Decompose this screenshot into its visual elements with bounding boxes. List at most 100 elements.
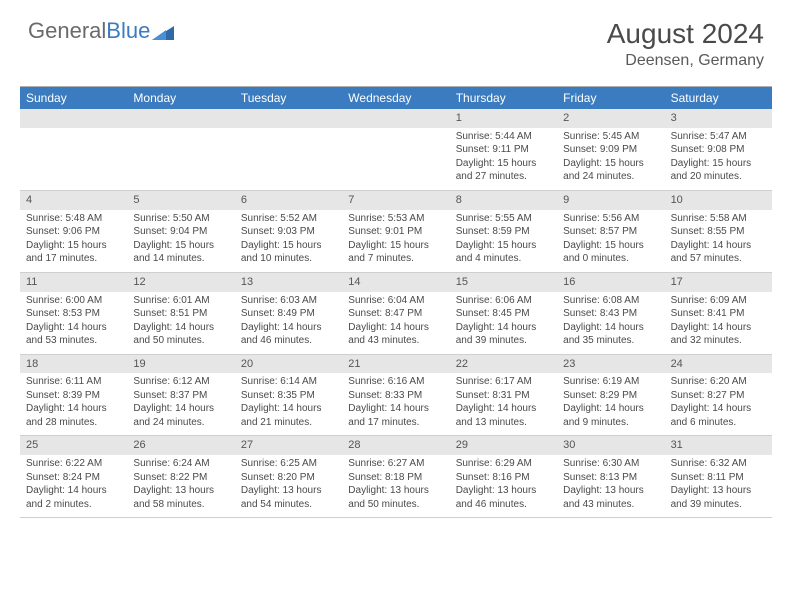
calendar-cell: 30Sunrise: 6:30 AMSunset: 8:13 PMDayligh… [557, 436, 664, 517]
daylight-line: Daylight: 14 hours and 2 minutes. [26, 484, 121, 511]
daylight-line: Daylight: 14 hours and 35 minutes. [563, 321, 658, 348]
daylight-line: Daylight: 14 hours and 9 minutes. [563, 402, 658, 429]
sunrise-line: Sunrise: 6:03 AM [241, 294, 336, 308]
day-number: 9 [557, 191, 664, 210]
sunrise-line: Sunrise: 6:30 AM [563, 457, 658, 471]
day-number: 13 [235, 273, 342, 292]
sunrise-line: Sunrise: 6:11 AM [26, 375, 121, 389]
day-number [235, 109, 342, 128]
calendar-cell: 4 Sunrise: 5:48 AMSunset: 9:06 PMDaylight… [20, 191, 127, 272]
day-number: 22 [450, 355, 557, 374]
calendar-cell: 19Sunrise: 6:12 AMSunset: 8:37 PMDayligh… [127, 355, 234, 436]
calendar-cell: 3Sunrise: 5:47 AMSunset: 9:08 PMDaylight… [665, 109, 772, 190]
day-name: Saturday [665, 87, 772, 109]
daylight-line: Daylight: 15 hours and 27 minutes. [456, 157, 551, 184]
day-number: 21 [342, 355, 449, 374]
sunrise-line: Sunrise: 6:17 AM [456, 375, 551, 389]
day-number: 23 [557, 355, 664, 374]
sunset-line: Sunset: 8:33 PM [348, 389, 443, 403]
day-number: 6 [235, 191, 342, 210]
sunrise-line: Sunrise: 5:47 AM [671, 130, 766, 144]
calendar-week: 11Sunrise: 6:00 AMSunset: 8:53 PMDayligh… [20, 273, 772, 355]
calendar-cell: 2Sunrise: 5:45 AMSunset: 9:09 PMDaylight… [557, 109, 664, 190]
sunset-line: Sunset: 8:11 PM [671, 471, 766, 485]
calendar-week: 4Sunrise: 5:48 AMSunset: 9:06 PMDaylight… [20, 191, 772, 273]
day-number: 26 [127, 436, 234, 455]
sunset-line: Sunset: 9:04 PM [133, 225, 228, 239]
calendar-cell [127, 109, 234, 190]
sunset-line: Sunset: 8:43 PM [563, 307, 658, 321]
logo-word1: General [28, 18, 106, 44]
calendar-cell: 27Sunrise: 6:25 AMSunset: 8:20 PMDayligh… [235, 436, 342, 517]
calendar-cell: 1Sunrise: 5:44 AMSunset: 9:11 PMDaylight… [450, 109, 557, 190]
daylight-line: Daylight: 14 hours and 13 minutes. [456, 402, 551, 429]
sunset-line: Sunset: 8:24 PM [26, 471, 121, 485]
calendar-cell [342, 109, 449, 190]
daylight-line: Daylight: 14 hours and 28 minutes. [26, 402, 121, 429]
header: GeneralBlue August 2024 Deensen, Germany [0, 0, 792, 78]
sunrise-line: Sunrise: 6:24 AM [133, 457, 228, 471]
sunrise-line: Sunrise: 6:00 AM [26, 294, 121, 308]
sunset-line: Sunset: 8:45 PM [456, 307, 551, 321]
sunset-line: Sunset: 8:47 PM [348, 307, 443, 321]
day-number [20, 109, 127, 128]
calendar-cell: 7Sunrise: 5:53 AMSunset: 9:01 PMDaylight… [342, 191, 449, 272]
title-block: August 2024 Deensen, Germany [607, 18, 764, 70]
daylight-line: Daylight: 14 hours and 32 minutes. [671, 321, 766, 348]
daylight-line: Daylight: 13 hours and 46 minutes. [456, 484, 551, 511]
day-number: 30 [557, 436, 664, 455]
day-number: 24 [665, 355, 772, 374]
calendar-week: 1Sunrise: 5:44 AMSunset: 9:11 PMDaylight… [20, 109, 772, 191]
calendar-cell: 5Sunrise: 5:50 AMSunset: 9:04 PMDaylight… [127, 191, 234, 272]
sunrise-line: Sunrise: 6:12 AM [133, 375, 228, 389]
sunrise-line: Sunrise: 5:48 AM [26, 212, 121, 226]
logo: GeneralBlue [28, 18, 174, 44]
sunrise-line: Sunrise: 6:32 AM [671, 457, 766, 471]
calendar-body: 1Sunrise: 5:44 AMSunset: 9:11 PMDaylight… [20, 109, 772, 518]
calendar-week: 25Sunrise: 6:22 AMSunset: 8:24 PMDayligh… [20, 436, 772, 518]
day-number: 31 [665, 436, 772, 455]
daylight-line: Daylight: 14 hours and 39 minutes. [456, 321, 551, 348]
day-number: 18 [20, 355, 127, 374]
sunrise-line: Sunrise: 6:19 AM [563, 375, 658, 389]
daylight-line: Daylight: 14 hours and 21 minutes. [241, 402, 336, 429]
calendar-cell: 14Sunrise: 6:04 AMSunset: 8:47 PMDayligh… [342, 273, 449, 354]
day-names-row: SundayMondayTuesdayWednesdayThursdayFrid… [20, 87, 772, 109]
sunrise-line: Sunrise: 6:20 AM [671, 375, 766, 389]
day-number: 8 [450, 191, 557, 210]
daylight-line: Daylight: 15 hours and 4 minutes. [456, 239, 551, 266]
day-number: 15 [450, 273, 557, 292]
sunrise-line: Sunrise: 5:45 AM [563, 130, 658, 144]
sunset-line: Sunset: 8:55 PM [671, 225, 766, 239]
sunrise-line: Sunrise: 6:06 AM [456, 294, 551, 308]
day-number: 27 [235, 436, 342, 455]
sunrise-line: Sunrise: 6:09 AM [671, 294, 766, 308]
daylight-line: Daylight: 15 hours and 17 minutes. [26, 239, 121, 266]
sunset-line: Sunset: 9:03 PM [241, 225, 336, 239]
daylight-line: Daylight: 15 hours and 20 minutes. [671, 157, 766, 184]
sunrise-line: Sunrise: 6:29 AM [456, 457, 551, 471]
sunrise-line: Sunrise: 6:04 AM [348, 294, 443, 308]
daylight-line: Daylight: 13 hours and 54 minutes. [241, 484, 336, 511]
daylight-line: Daylight: 14 hours and 53 minutes. [26, 321, 121, 348]
sunrise-line: Sunrise: 5:44 AM [456, 130, 551, 144]
sunrise-line: Sunrise: 6:14 AM [241, 375, 336, 389]
daylight-line: Daylight: 15 hours and 7 minutes. [348, 239, 443, 266]
sunset-line: Sunset: 8:59 PM [456, 225, 551, 239]
calendar-cell: 13Sunrise: 6:03 AMSunset: 8:49 PMDayligh… [235, 273, 342, 354]
sunrise-line: Sunrise: 6:16 AM [348, 375, 443, 389]
calendar-cell: 15 Sunrise: 6:06 AMSunset: 8:45 PMDayligh… [450, 273, 557, 354]
calendar-cell: 22Sunrise: 6:17 AMSunset: 8:31 PMDayligh… [450, 355, 557, 436]
sunrise-line: Sunrise: 5:50 AM [133, 212, 228, 226]
calendar-cell [20, 109, 127, 190]
daylight-line: Daylight: 13 hours and 58 minutes. [133, 484, 228, 511]
day-number: 16 [557, 273, 664, 292]
sunset-line: Sunset: 9:06 PM [26, 225, 121, 239]
sunset-line: Sunset: 8:13 PM [563, 471, 658, 485]
day-number: 4 [20, 191, 127, 210]
day-number: 29 [450, 436, 557, 455]
sunset-line: Sunset: 8:41 PM [671, 307, 766, 321]
calendar-cell: 25Sunrise: 6:22 AMSunset: 8:24 PMDayligh… [20, 436, 127, 517]
day-number: 10 [665, 191, 772, 210]
day-number: 19 [127, 355, 234, 374]
